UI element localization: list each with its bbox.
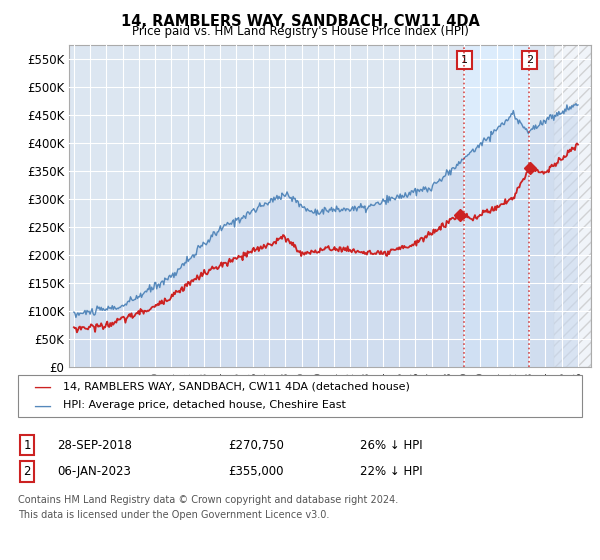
Text: Contains HM Land Registry data © Crown copyright and database right 2024.: Contains HM Land Registry data © Crown c… <box>18 494 398 505</box>
Text: 1: 1 <box>461 55 467 65</box>
Text: 1: 1 <box>23 438 31 452</box>
Text: HPI: Average price, detached house, Cheshire East: HPI: Average price, detached house, Ches… <box>63 400 346 410</box>
Text: 22% ↓ HPI: 22% ↓ HPI <box>360 465 422 478</box>
Text: £270,750: £270,750 <box>228 438 284 452</box>
Text: This data is licensed under the Open Government Licence v3.0.: This data is licensed under the Open Gov… <box>18 510 329 520</box>
Text: —: — <box>33 396 51 414</box>
Polygon shape <box>554 45 591 367</box>
Text: £355,000: £355,000 <box>228 465 284 478</box>
Text: 06-JAN-2023: 06-JAN-2023 <box>57 465 131 478</box>
Text: 14, RAMBLERS WAY, SANDBACH, CW11 4DA: 14, RAMBLERS WAY, SANDBACH, CW11 4DA <box>121 14 479 29</box>
Text: 14, RAMBLERS WAY, SANDBACH, CW11 4DA (detached house): 14, RAMBLERS WAY, SANDBACH, CW11 4DA (de… <box>63 382 410 392</box>
Text: 26% ↓ HPI: 26% ↓ HPI <box>360 438 422 452</box>
Bar <box>464 45 529 367</box>
Text: 2: 2 <box>526 55 533 65</box>
Text: 28-SEP-2018: 28-SEP-2018 <box>57 438 132 452</box>
Text: —: — <box>33 378 51 396</box>
Text: 2: 2 <box>23 465 31 478</box>
Text: Price paid vs. HM Land Registry's House Price Index (HPI): Price paid vs. HM Land Registry's House … <box>131 25 469 38</box>
